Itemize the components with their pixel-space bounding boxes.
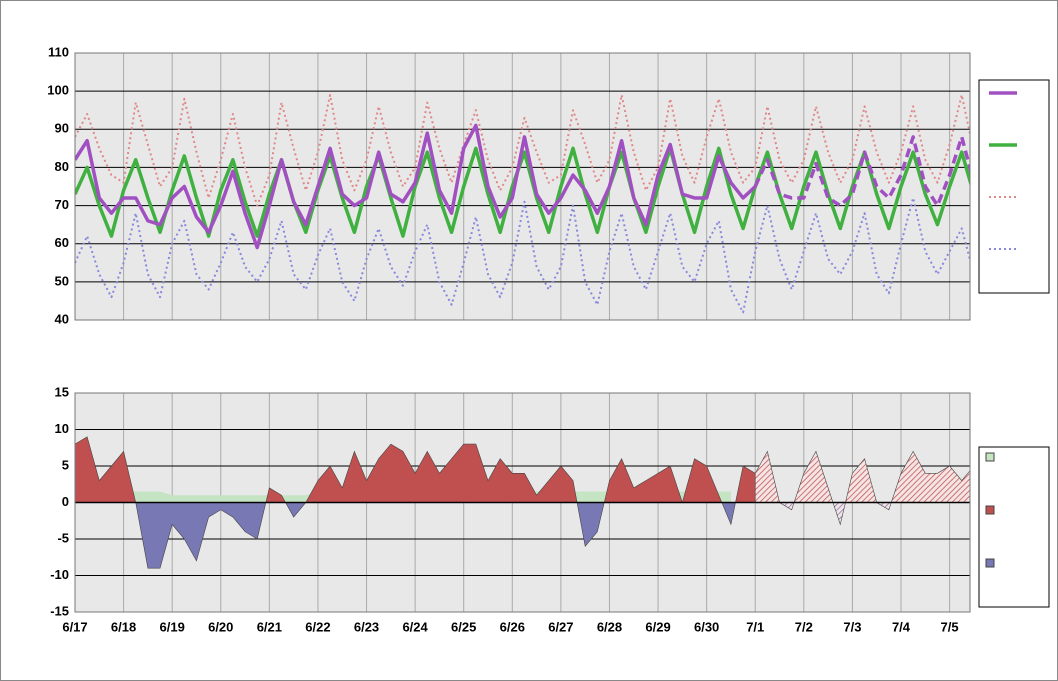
series-area — [754, 450, 970, 503]
series-line — [75, 123, 757, 250]
area-clip — [754, 502, 970, 526]
series-line — [753, 135, 970, 208]
y-tick-label: 40 — [55, 311, 69, 326]
x-tick-label: 6/28 — [597, 619, 622, 634]
y-tick-label: -10 — [50, 567, 69, 582]
x-tick-label: 7/1 — [746, 619, 764, 634]
legend-swatch — [985, 452, 995, 462]
x-tick-label: 6/25 — [451, 619, 476, 634]
y-tick-label: 50 — [55, 273, 69, 288]
x-tick-label: 6/30 — [694, 619, 719, 634]
x-tick-label: 6/24 — [402, 619, 428, 634]
x-tick-label: 6/22 — [305, 619, 330, 634]
plot-frame — [74, 52, 971, 321]
y-tick-label: 60 — [55, 235, 69, 250]
y-tick-label: -5 — [57, 530, 69, 545]
x-tick-label: 6/18 — [111, 619, 136, 634]
y-tick-label: 100 — [47, 83, 69, 98]
x-tick-label: 6/26 — [500, 619, 525, 634]
y-tick-label: 110 — [48, 44, 69, 59]
series-area — [75, 436, 756, 503]
y-tick-label: 15 — [55, 384, 69, 399]
y-tick-label: 10 — [55, 421, 69, 436]
legend-box — [978, 446, 1050, 608]
x-tick-label: 6/17 — [62, 619, 87, 634]
y-tick-label: 70 — [55, 197, 69, 212]
x-tick-label: 7/3 — [843, 619, 861, 634]
x-tick-label: 6/23 — [354, 619, 379, 634]
y-tick-label: -15 — [50, 603, 69, 618]
series-group — [75, 93, 970, 314]
legend-swatch — [985, 558, 995, 568]
series-line — [75, 93, 970, 207]
x-tick-label: 7/4 — [892, 619, 911, 634]
legend-box — [978, 79, 1050, 294]
series-group — [75, 436, 970, 569]
x-tick-label: 6/29 — [645, 619, 670, 634]
plot-frame — [74, 392, 971, 613]
y-tick-label: 80 — [55, 159, 69, 174]
series-line — [75, 146, 970, 238]
series-area — [75, 502, 756, 569]
plot-area — [75, 53, 970, 320]
area-clip — [75, 502, 756, 569]
x-tick-label: 7/2 — [795, 619, 813, 634]
series-area — [754, 502, 970, 526]
y-tick-label: 5 — [62, 457, 69, 472]
x-tick-label: 6/27 — [548, 619, 573, 634]
legend-swatch — [985, 505, 995, 515]
x-tick-label: 6/21 — [257, 619, 282, 634]
area-clip — [75, 436, 756, 503]
y-tick-label: 90 — [55, 121, 69, 136]
y-tick-label: 0 — [62, 494, 69, 509]
x-tick-label: 6/20 — [208, 619, 233, 634]
area-clip — [754, 450, 970, 503]
series-line — [75, 196, 970, 314]
x-tick-label: 6/19 — [160, 619, 185, 634]
x-tick-label: 7/5 — [941, 619, 959, 634]
